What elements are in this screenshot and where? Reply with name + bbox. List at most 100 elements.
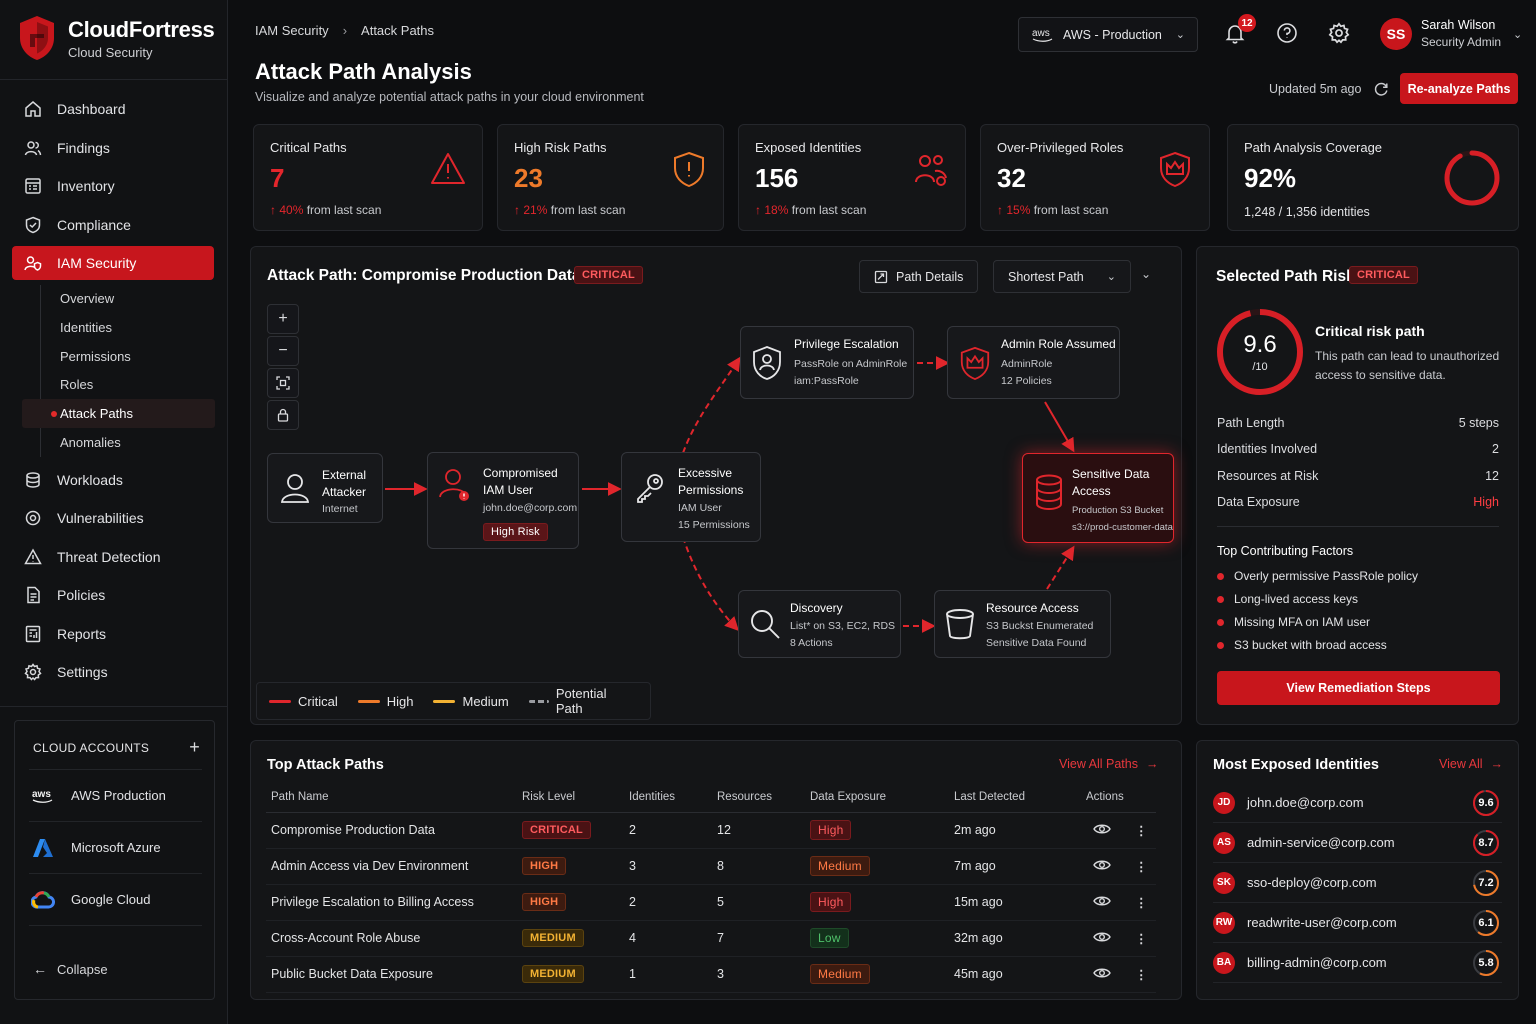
cloud-account-aws[interactable]: aws AWS Production	[29, 770, 202, 822]
data-exposure-cell: High	[805, 884, 949, 921]
node-sensitive-data-access[interactable]: Sensitive Data Access Production S3 Bucke…	[1022, 453, 1174, 543]
node-admin-role-assumed[interactable]: Admin Role Assumed AdminRole 12 Policies	[947, 326, 1120, 399]
kpi-high-risk-paths[interactable]: High Risk Paths 23 ↑ 21% from last scan	[497, 124, 724, 231]
node-compromised-iam-user[interactable]: Compromised IAM User john.doe@corp.com Hi…	[427, 452, 579, 549]
kpi-critical-paths[interactable]: Critical Paths 7 ↑ 40% from last scan	[253, 124, 483, 231]
path-details-label: Path Details	[896, 269, 964, 284]
notifications-button[interactable]: 12	[1222, 14, 1256, 46]
cloud-account-gcp[interactable]: Google Cloud	[29, 874, 202, 926]
help-button[interactable]	[1274, 20, 1300, 46]
column-header[interactable]: Last Detected	[949, 782, 1081, 813]
kpi-over-privileged-roles[interactable]: Over-Privileged Roles 32 ↑ 15% from last…	[980, 124, 1210, 231]
subnav-overview[interactable]: Overview	[41, 285, 214, 314]
nav-inventory[interactable]: Inventory	[12, 169, 214, 203]
selected-path-title: Selected Path Risk	[1216, 268, 1355, 285]
table-row[interactable]: Privilege Escalation to Billing Access HI…	[266, 884, 1156, 921]
zoom-out-button[interactable]: −	[267, 336, 299, 366]
lock-view-button[interactable]	[267, 400, 299, 430]
node-external-attacker[interactable]: External Attacker Internet	[267, 453, 383, 523]
node-privilege-escalation[interactable]: Privilege Escalation PassRole on AdminRo…	[740, 326, 914, 399]
more-options-icon[interactable]: ⋮	[1135, 859, 1148, 874]
nav-label: Dashboard	[57, 101, 126, 117]
brand[interactable]: CloudFortress Cloud Security	[18, 14, 215, 62]
identity-row[interactable]: BA billing-admin@corp.com 5.8	[1213, 943, 1502, 983]
nav-findings[interactable]: Findings	[12, 131, 214, 165]
kpi-coverage[interactable]: Path Analysis Coverage 92% 1,248 / 1,356…	[1227, 124, 1519, 231]
path-name[interactable]: Privilege Escalation to Billing Access	[266, 884, 517, 921]
eye-icon[interactable]	[1093, 859, 1111, 871]
refresh-icon[interactable]	[1373, 81, 1389, 97]
view-remediation-button[interactable]: View Remediation Steps	[1217, 671, 1500, 705]
cloud-account-azure[interactable]: Microsoft Azure	[29, 822, 202, 874]
nav-policies[interactable]: Policies	[12, 578, 214, 612]
most-exposed-identities-panel: Most Exposed Identities View All → JD john…	[1196, 740, 1519, 1000]
identity-row[interactable]: AS admin-service@corp.com 8.7	[1213, 823, 1502, 863]
column-header[interactable]: Identities	[624, 782, 712, 813]
subnav-anomalies[interactable]: Anomalies	[41, 428, 214, 457]
reanalyze-button[interactable]: Re-analyze Paths	[1400, 73, 1518, 104]
nav-dashboard[interactable]: Dashboard	[12, 92, 214, 126]
table-row[interactable]: Compromise Production Data CRITICAL 2 12 Hig…	[266, 812, 1156, 849]
account-selector[interactable]: aws AWS - Production ⌄	[1018, 17, 1198, 52]
settings-button[interactable]	[1326, 20, 1352, 46]
kpi-label: High Risk Paths	[514, 140, 607, 155]
user-menu[interactable]: SS Sarah Wilson Security Admin ⌄	[1380, 17, 1522, 51]
path-name[interactable]: Admin Access via Dev Environment	[266, 848, 517, 885]
identity-row[interactable]: RW readwrite-user@corp.com 6.1	[1213, 903, 1502, 943]
column-header[interactable]: Risk Level	[517, 782, 624, 813]
column-header[interactable]: Data Exposure	[805, 782, 949, 813]
eye-icon[interactable]	[1093, 967, 1111, 979]
nav-iam-security[interactable]: IAM Security	[12, 246, 214, 280]
view-all-paths-link[interactable]: View All Paths →	[1059, 757, 1158, 771]
nav-reports[interactable]: Reports	[12, 617, 214, 651]
subnav-identities[interactable]: Identities	[41, 313, 214, 342]
collapse-sidebar-button[interactable]: ← Collapse	[33, 961, 108, 977]
node-resource-access[interactable]: Resource Access S3 Buckst Enumerated Sens…	[934, 590, 1111, 658]
subnav-permissions[interactable]: Permissions	[41, 342, 214, 371]
table-row[interactable]: Public Bucket Data Exposure MEDIUM 1 3 Mediu…	[266, 956, 1156, 993]
subnav-label: Permissions	[60, 348, 131, 364]
kpi-exposed-identities[interactable]: Exposed Identities 156 ↑ 18% from last s…	[738, 124, 966, 231]
fit-view-button[interactable]	[267, 368, 299, 398]
more-options-icon[interactable]: ⋮	[1135, 823, 1148, 838]
view-all-identities-link[interactable]: View All →	[1439, 757, 1503, 771]
node-discovery[interactable]: Discovery List* on S3, EC2, RDS 8 Actions	[738, 590, 901, 658]
table-row[interactable]: Cross-Account Role Abuse MEDIUM 4 7 Low 32m a…	[266, 920, 1156, 957]
active-dot-icon	[51, 410, 57, 417]
nav-threat-detection[interactable]: Threat Detection	[12, 540, 214, 574]
more-options-icon[interactable]: ⋮	[1135, 931, 1148, 946]
nav-vulnerabilities[interactable]: Vulnerabilities	[12, 501, 214, 535]
path-mode-select[interactable]: Shortest Path ⌄	[993, 260, 1131, 293]
more-options-icon[interactable]: ⋮	[1135, 895, 1148, 910]
chevron-down-icon[interactable]: ⌄	[1141, 267, 1152, 281]
node-subtitle: Sensitive Data Found	[986, 637, 1087, 649]
subnav-attack-paths[interactable]: Attack Paths	[22, 399, 215, 428]
nav-compliance[interactable]: Compliance	[12, 208, 214, 242]
identity-row[interactable]: JD john.doe@corp.com 9.6	[1213, 783, 1502, 823]
path-details-button[interactable]: Path Details	[859, 260, 979, 293]
path-name[interactable]: Cross-Account Role Abuse	[266, 920, 517, 957]
breadcrumb-item[interactable]: IAM Security	[255, 23, 329, 38]
eye-icon[interactable]	[1093, 895, 1111, 907]
table-row[interactable]: Admin Access via Dev Environment HIGH 3 8 Me…	[266, 848, 1156, 885]
risk-row: Resources at Risk 12	[1217, 469, 1499, 483]
column-header[interactable]: Path Name	[266, 782, 517, 813]
identity-row[interactable]: SK sso-deploy@corp.com 7.2	[1213, 863, 1502, 903]
zoom-in-button[interactable]: +	[267, 304, 299, 334]
node-excessive-permissions[interactable]: Excessive Permissions IAM User 15 Permissi…	[621, 452, 761, 542]
column-header[interactable]: Resources	[712, 782, 805, 813]
path-name[interactable]: Compromise Production Data	[266, 812, 517, 849]
policy-icon	[24, 586, 42, 604]
risk-level-cell: MEDIUM	[517, 920, 624, 957]
users-alert-icon	[915, 155, 947, 186]
risk-row-value: 2	[1492, 442, 1499, 456]
nav-settings[interactable]: Settings	[12, 655, 214, 689]
eye-icon[interactable]	[1093, 823, 1111, 835]
eye-icon[interactable]	[1093, 931, 1111, 943]
nav-workloads[interactable]: Workloads	[12, 463, 214, 497]
add-account-icon[interactable]: +	[189, 737, 200, 757]
subnav-roles[interactable]: Roles	[41, 371, 214, 400]
factor-label: Overly permissive PassRole policy	[1234, 569, 1419, 583]
more-options-icon[interactable]: ⋮	[1135, 967, 1148, 982]
path-name[interactable]: Public Bucket Data Exposure	[266, 956, 517, 993]
